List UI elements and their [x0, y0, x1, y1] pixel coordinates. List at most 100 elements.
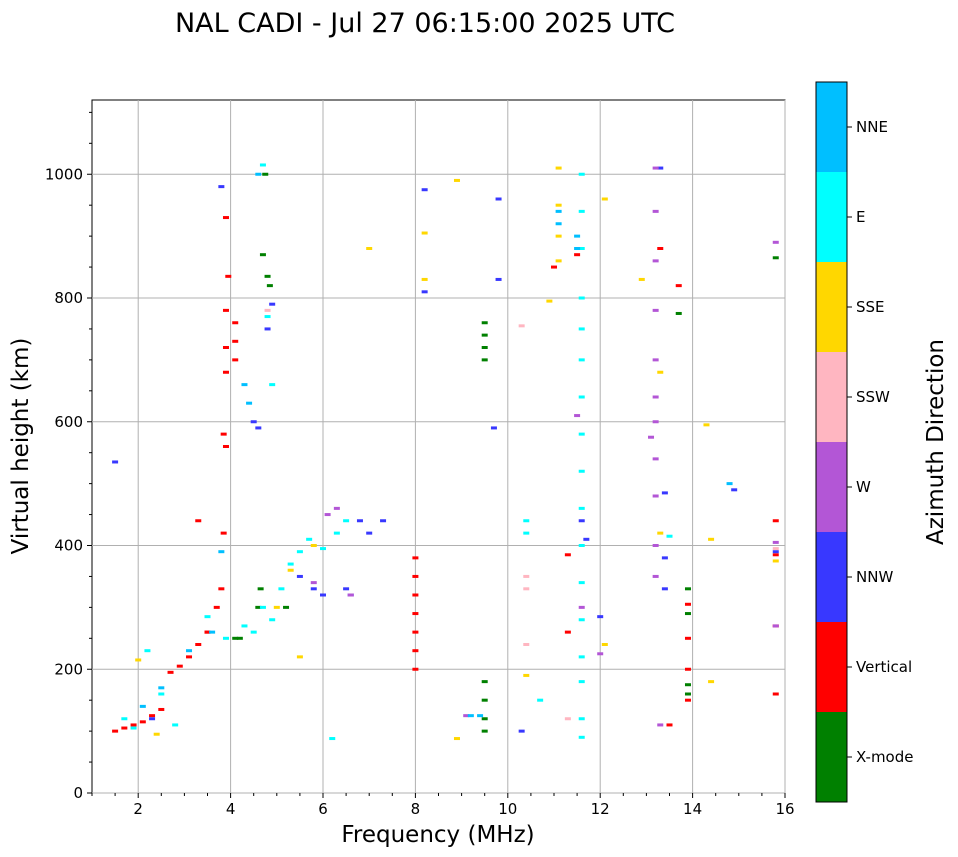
- x-tick-label: 14: [683, 800, 702, 818]
- data-point-w: [347, 593, 354, 597]
- data-point-w: [652, 544, 659, 547]
- data-point-e: [329, 737, 336, 741]
- grid-layer: [92, 100, 786, 794]
- data-point-e: [578, 544, 585, 547]
- data-point-sse: [153, 732, 160, 736]
- data-point-sse: [772, 559, 779, 563]
- data-point-ssw: [518, 324, 525, 328]
- data-point-vertical: [564, 553, 571, 557]
- data-point-e: [296, 550, 303, 554]
- colorbar-tick-label: E: [856, 208, 865, 226]
- data-point-e: [269, 618, 276, 622]
- data-point-nnw: [597, 615, 604, 619]
- data-point-vertical: [112, 729, 119, 733]
- axes-layer: 2 4 6 8 10 12 14 16 0 200 400 600 800 1000: [45, 111, 795, 818]
- data-point-w: [463, 714, 470, 718]
- data-point-w: [652, 395, 659, 399]
- data-point-e: [578, 358, 585, 362]
- colorbar-tick-label: NNE: [856, 118, 888, 136]
- data-point-vertical: [684, 698, 691, 702]
- colorbar-swatch: [816, 262, 847, 352]
- data-point-vertical: [684, 602, 691, 606]
- data-point-vertical: [139, 720, 146, 724]
- data-point-vertical: [204, 630, 211, 634]
- data-point-x-mode: [481, 698, 488, 702]
- data-point-vertical: [232, 358, 239, 362]
- data-point-nnw: [518, 729, 525, 733]
- y-axis-label: Virtual height (km): [8, 338, 34, 555]
- x-tick-label: 16: [775, 800, 794, 818]
- data-point-e: [241, 624, 248, 628]
- data-point-nnw: [583, 537, 590, 541]
- data-point-x-mode: [236, 636, 243, 640]
- x-tick-label: 4: [226, 800, 236, 818]
- data-point-nnw: [661, 491, 668, 495]
- data-point-vertical: [412, 649, 419, 653]
- data-point-e: [578, 680, 585, 684]
- data-point-nne: [158, 686, 165, 690]
- colorbar-swatch: [816, 622, 847, 712]
- data-point-e: [306, 537, 313, 541]
- data-point-e: [264, 315, 271, 319]
- data-point-vertical: [220, 432, 227, 436]
- data-point-nne: [139, 704, 146, 708]
- colorbar: X-mode Vertical NNW W SSW SSE E NNE: [815, 81, 913, 803]
- data-point-nnw: [421, 188, 428, 192]
- data-point-vertical: [412, 667, 419, 671]
- data-point-vertical: [675, 284, 682, 288]
- data-point-e: [121, 717, 128, 721]
- data-point-x-mode: [684, 683, 691, 687]
- data-point-ssw: [772, 547, 779, 551]
- colorbar-swatch: [816, 712, 847, 802]
- data-point-vertical: [195, 519, 202, 523]
- data-point-vertical: [412, 556, 419, 560]
- data-point-vertical: [574, 253, 581, 257]
- data-point-nne: [255, 172, 262, 176]
- data-point-nnw: [264, 327, 271, 331]
- data-point-vertical: [167, 670, 174, 674]
- data-point-vertical: [412, 612, 419, 616]
- data-point-e: [578, 469, 585, 473]
- data-point-vertical: [222, 370, 229, 374]
- data-point-vertical: [666, 723, 673, 727]
- data-point-sse: [546, 299, 553, 303]
- data-point-vertical: [195, 643, 202, 646]
- data-point-nnw: [772, 550, 779, 554]
- data-marks: [112, 163, 779, 741]
- y-tick-label: 400: [54, 537, 83, 555]
- data-point-vertical: [213, 605, 220, 609]
- data-point-e: [320, 547, 326, 551]
- data-point-vertical: [222, 308, 229, 312]
- data-point-e: [204, 615, 211, 619]
- data-point-e: [523, 519, 530, 523]
- data-point-vertical: [564, 630, 571, 634]
- data-point-x-mode: [262, 172, 269, 176]
- data-point-sse: [601, 197, 608, 201]
- data-point-w: [772, 540, 779, 544]
- data-point-w: [333, 506, 340, 510]
- data-point-w: [652, 209, 659, 213]
- data-point-x-mode: [481, 680, 488, 684]
- data-point-vertical: [232, 321, 239, 325]
- data-point-nnw: [490, 426, 497, 430]
- data-point-vertical: [772, 553, 779, 557]
- data-point-sse: [555, 166, 562, 170]
- data-point-sse: [555, 203, 562, 207]
- data-point-nnw: [296, 574, 303, 578]
- colorbar-tick-label: Vertical: [856, 658, 912, 676]
- data-point-sse: [708, 680, 715, 684]
- y-tick-label: 600: [54, 413, 83, 431]
- data-point-sse: [453, 178, 460, 182]
- data-point-w: [652, 457, 659, 461]
- data-point-nnw: [661, 556, 668, 560]
- data-point-e: [578, 247, 585, 250]
- data-point-x-mode: [684, 692, 691, 696]
- data-point-sse: [310, 544, 317, 547]
- colorbar-label: Azimuth Direction: [923, 339, 949, 545]
- data-point-nnw: [421, 290, 428, 294]
- data-point-nnw: [218, 185, 225, 189]
- data-point-nnw: [112, 460, 119, 464]
- data-point-x-mode: [257, 587, 264, 591]
- data-point-nnw: [380, 519, 387, 523]
